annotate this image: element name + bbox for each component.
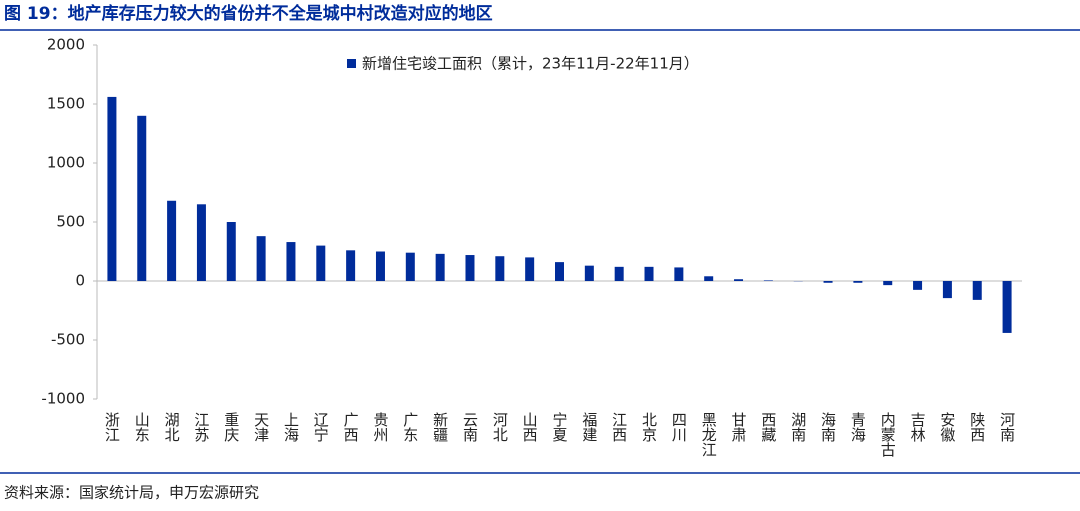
bar [137,116,146,281]
x-tick-label: 云南 [461,412,479,442]
bar [197,204,206,281]
bar [555,262,564,281]
y-tick-label: 500 [56,213,85,231]
x-tick-label: 江西 [610,412,628,442]
x-tick-label: 河南 [998,412,1016,442]
x-tick-label: 新疆 [431,412,449,442]
chart-title: 图 19：地产库存压力较大的省份并不全是城中村改造对应的地区 [4,3,493,24]
bar [585,266,594,281]
bar [943,281,952,298]
x-tick-label: 辽宁 [312,412,330,442]
bar [764,280,773,281]
bar [436,254,445,281]
y-tick-label: 0 [75,272,85,290]
x-tick-label: 西藏 [759,412,777,443]
bar [853,281,862,283]
bar [674,267,683,281]
x-tick-label: 浙江 [103,412,121,442]
y-tick-label: 1500 [47,95,85,113]
x-tick-label: 湖北 [163,412,181,442]
x-tick-label: 上海 [282,412,300,442]
bar [1003,281,1012,333]
x-tick-label: 重庆 [222,412,240,442]
y-tick-label: -1000 [41,390,85,408]
x-tick-label: 内蒙古 [879,412,897,457]
bar [615,267,624,281]
bar [227,222,236,281]
bar [257,236,266,281]
x-tick-label: 吉林 [909,412,927,442]
bar [376,252,385,282]
y-tick-label: 1000 [47,154,85,172]
bar [286,242,295,281]
x-tick-label: 海南 [819,412,837,442]
x-tick-label: 四川 [670,412,688,442]
bar [913,281,922,290]
x-tick-label: 广东 [401,412,419,442]
bar [406,253,415,281]
bar [495,256,504,281]
x-tick-label: 福建 [580,412,598,442]
x-tick-label: 山西 [521,412,539,442]
legend-label: 新增住宅竣工面积（累计，23年11月-22年11月） [362,55,699,73]
bar [167,201,176,281]
x-tick-label: 江苏 [192,412,210,443]
bar [107,97,116,281]
bar [645,267,654,281]
bar [346,250,355,281]
bar [824,281,833,283]
x-tick-label: 贵州 [371,412,389,442]
source: 资料来源：国家统计局，申万宏源研究 [4,484,259,502]
y-tick-label: 2000 [47,36,85,54]
legend-swatch [347,59,356,68]
x-tick-label: 山东 [133,412,151,442]
bar [316,246,325,281]
bar [883,281,892,285]
x-tick-label: 河北 [491,412,509,442]
x-tick-label: 安徽 [938,412,956,442]
bar [525,257,534,281]
bar [465,255,474,281]
x-tick-label: 甘肃 [730,412,748,442]
x-tick-label: 宁夏 [551,412,569,442]
x-tick-label: 北京 [640,412,658,443]
bar [704,276,713,281]
bar [734,279,743,281]
x-tick-label: 黑龙江 [700,412,718,457]
x-tick-label: 天津 [252,412,270,442]
bar [973,281,982,300]
y-tick-label: -500 [51,331,85,349]
x-tick-label: 陕西 [968,412,986,442]
x-tick-label: 湖南 [789,412,807,442]
x-tick-label: 青海 [849,412,867,442]
x-tick-label: 广西 [342,412,360,442]
